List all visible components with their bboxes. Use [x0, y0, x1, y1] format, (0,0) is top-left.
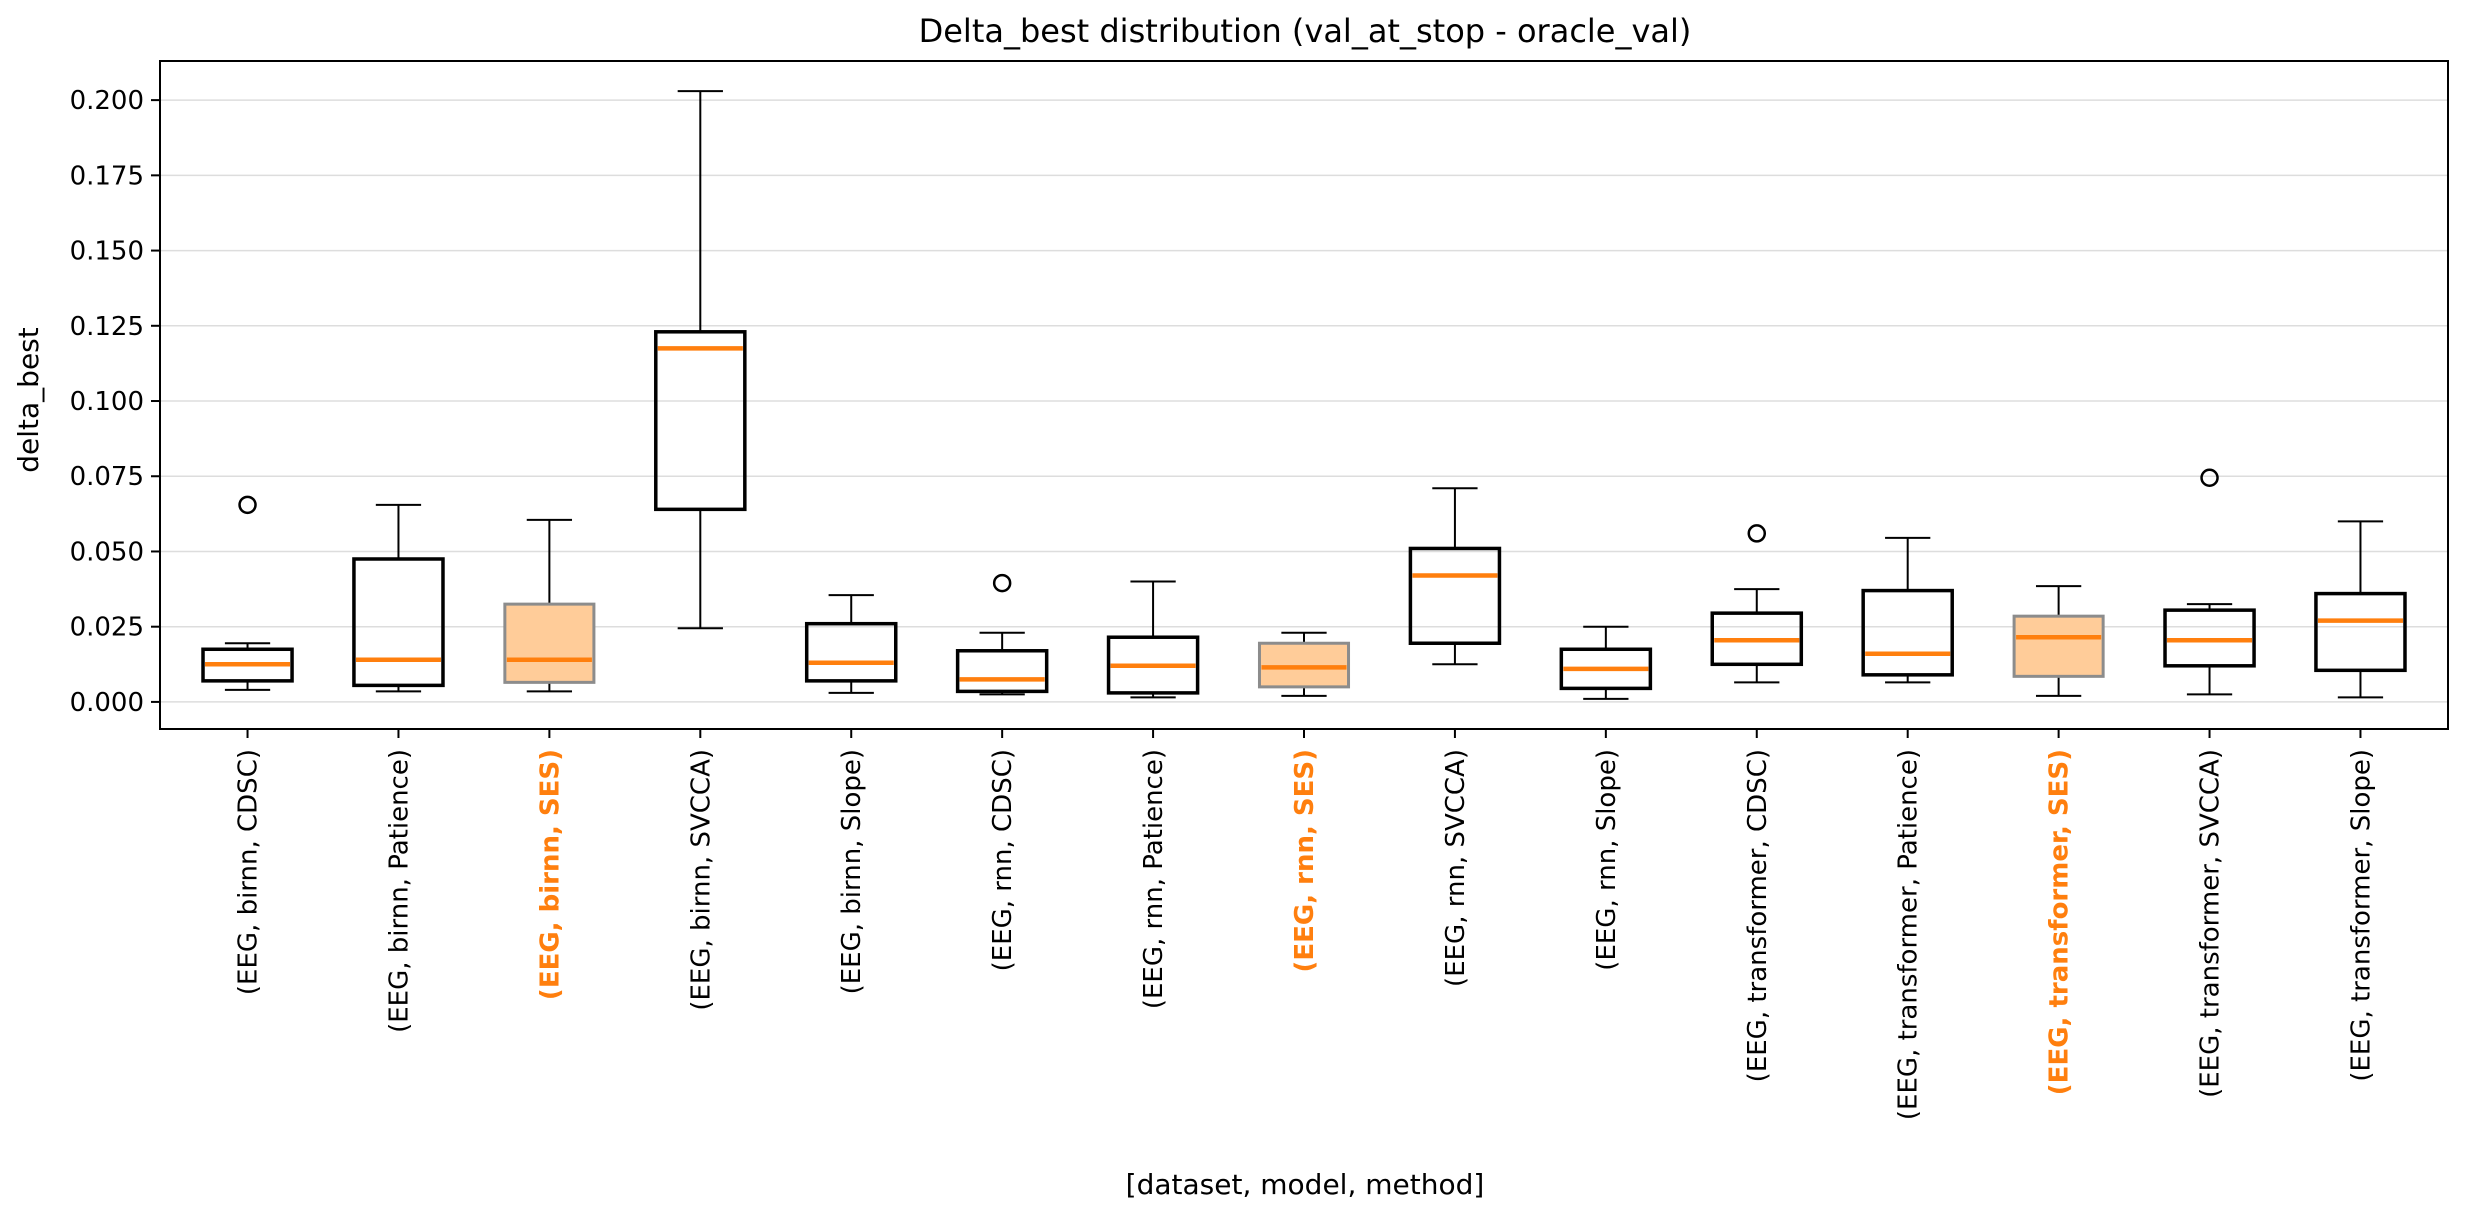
x-tick-label: (EEG, birnn, SVCCA): [686, 749, 716, 1011]
box-body: [503, 602, 596, 684]
box-body: [352, 557, 445, 688]
x-axis-label: [dataset, model, method]: [1126, 1168, 1485, 1201]
box-1: [201, 495, 294, 691]
box-5: [804, 594, 898, 694]
box-body: [2163, 608, 2256, 668]
box-body: [1710, 611, 1804, 667]
outlier-point: [2200, 468, 2219, 487]
outlier-point: [992, 573, 1012, 593]
box-body: [1257, 641, 1351, 689]
box-body: [2012, 614, 2105, 678]
box-12: [1861, 536, 1954, 684]
chart-title: Delta_best distribution (val_at_stop - o…: [919, 12, 1692, 50]
x-tick-label: (EEG, rnn, CDSC): [988, 749, 1018, 971]
box-10: [1559, 625, 1653, 700]
box-body: [2314, 591, 2407, 673]
grid-lines: [160, 99, 2448, 703]
box-body: [1861, 588, 1954, 677]
box-plots: [201, 90, 2407, 700]
box-4: [654, 90, 747, 630]
y-tick-label: 0.000: [70, 688, 144, 718]
box-body: [1106, 635, 1200, 695]
box-body: [955, 649, 1049, 694]
x-tick-label: (EEG, birnn, Patience): [384, 749, 414, 1033]
x-tick-label: (EEG, rnn, SVCCA): [1441, 749, 1471, 987]
y-tick-label: 0.050: [70, 537, 144, 567]
box-body: [654, 330, 747, 512]
x-tick-label: (EEG, rnn, Slope): [1592, 749, 1622, 971]
box-body: [201, 647, 294, 683]
box-body: [804, 621, 898, 683]
box-11: [1710, 524, 1804, 684]
box-body: [1559, 647, 1653, 691]
box-7: [1106, 580, 1200, 699]
x-tick-label: (EEG, transformer, Slope): [2346, 749, 2376, 1082]
x-tick-label: (EEG, transformer, SVCCA): [2196, 749, 2226, 1098]
box-8: [1257, 631, 1351, 697]
x-tick-label: (EEG, rnn, Patience): [1139, 749, 1169, 1009]
y-tick-label: 0.100: [70, 387, 144, 417]
x-axis: (EEG, birnn, CDSC) (EEG, birnn, Patience)…: [234, 729, 2376, 1120]
box-13: [2012, 585, 2105, 697]
x-tick-label: (EEG, transformer, CDSC): [1743, 749, 1773, 1082]
box-6: [955, 573, 1049, 696]
y-tick-label: 0.150: [70, 237, 144, 267]
y-tick-label: 0.075: [70, 462, 144, 492]
x-tick-label: (EEG, birnn, Slope): [837, 749, 867, 994]
y-axis: 0.000 0.025 0.050 0.075 0.100 0.125 0.150 0.175…: [70, 86, 160, 718]
y-tick-label: 0.175: [70, 161, 144, 191]
box-14: [2163, 468, 2256, 696]
outlier-point: [1747, 524, 1767, 543]
x-tick-label: (EEG, transformer, Patience): [1894, 749, 1924, 1120]
box-9: [1408, 487, 1502, 666]
outlier-point: [238, 495, 257, 515]
y-tick-label: 0.125: [70, 312, 144, 342]
y-tick-label: 0.200: [70, 86, 144, 116]
plot-frame: [159, 60, 2449, 730]
y-tick-label: 0.025: [70, 613, 144, 643]
x-tick-label: (EEG, birnn, CDSC): [234, 749, 264, 995]
box-body: [1408, 546, 1502, 645]
x-tick-label: (EEG, transformer, SES): [2045, 749, 2075, 1095]
x-tick-label: (EEG, birnn, SES): [535, 749, 565, 1000]
box-2: [352, 503, 445, 693]
y-axis-label: delta_best: [12, 327, 45, 473]
box-3: [503, 518, 596, 693]
x-tick-label: (EEG, rnn, SES): [1290, 749, 1320, 973]
box-15: [2314, 520, 2407, 699]
